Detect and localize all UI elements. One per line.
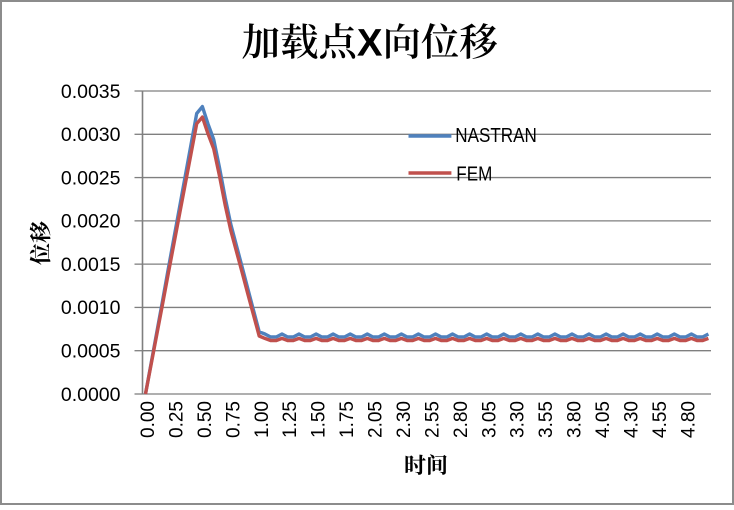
svg-text:3.55: 3.55 — [536, 401, 557, 438]
svg-text:1.50: 1.50 — [309, 401, 330, 438]
svg-text:4.55: 4.55 — [650, 401, 671, 438]
svg-text:4.30: 4.30 — [621, 401, 642, 438]
svg-text:0.0015: 0.0015 — [61, 254, 121, 276]
svg-text:4.80: 4.80 — [678, 401, 699, 438]
svg-text:0.0005: 0.0005 — [61, 341, 121, 363]
svg-text:3.30: 3.30 — [508, 401, 529, 438]
svg-text:0.25: 0.25 — [167, 401, 188, 438]
svg-text:NASTRAN: NASTRAN — [455, 125, 537, 147]
svg-text:2.30: 2.30 — [394, 401, 415, 438]
svg-text:0.0025: 0.0025 — [61, 167, 121, 189]
svg-text:FEM: FEM — [456, 163, 492, 185]
svg-text:0.0035: 0.0035 — [61, 81, 121, 103]
svg-text:0.50: 0.50 — [195, 401, 216, 438]
svg-text:4.05: 4.05 — [593, 401, 614, 438]
svg-text:0.0020: 0.0020 — [61, 211, 121, 233]
svg-text:1.75: 1.75 — [337, 401, 358, 438]
svg-text:0.75: 0.75 — [223, 401, 244, 438]
svg-text:0.00: 0.00 — [138, 401, 159, 438]
svg-text:1.25: 1.25 — [280, 401, 301, 438]
svg-text:3.05: 3.05 — [479, 401, 500, 438]
svg-text:2.80: 2.80 — [451, 401, 472, 438]
svg-text:0.0030: 0.0030 — [61, 124, 121, 146]
svg-text:2.55: 2.55 — [422, 401, 443, 438]
svg-text:1.00: 1.00 — [252, 401, 273, 438]
svg-text:2.05: 2.05 — [366, 401, 387, 438]
svg-text:0.0000: 0.0000 — [61, 384, 121, 406]
svg-text:3.80: 3.80 — [565, 401, 586, 438]
svg-text:0.0010: 0.0010 — [61, 297, 121, 319]
